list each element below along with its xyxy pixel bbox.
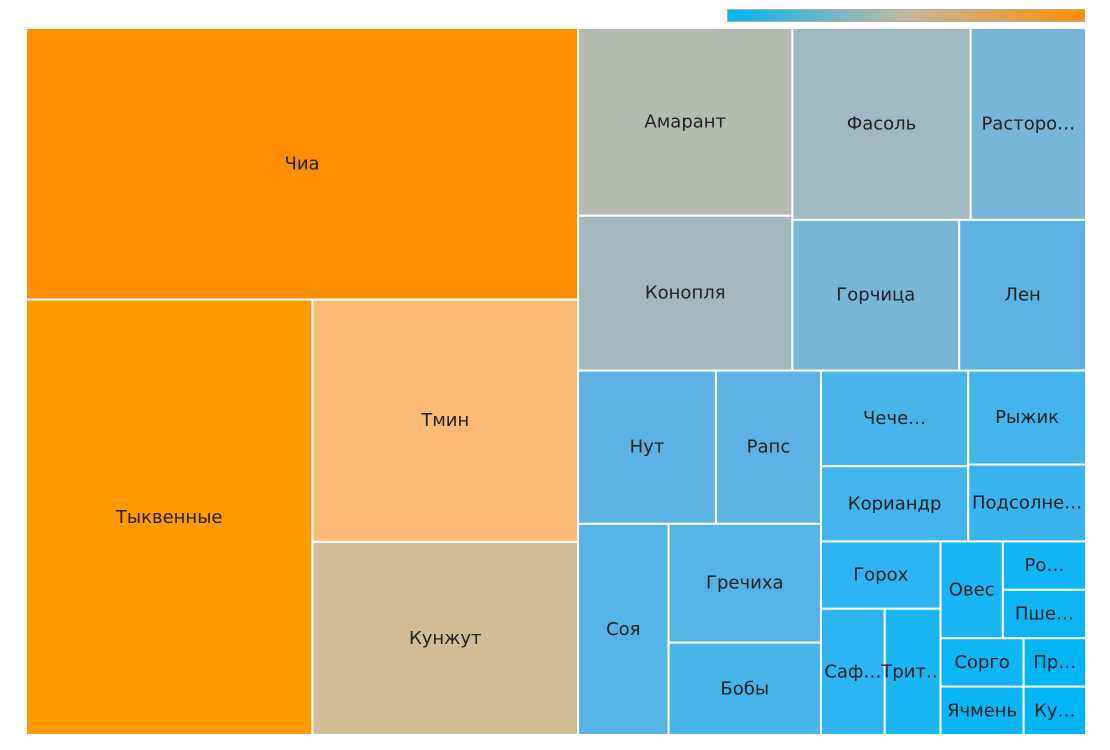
tile-label: Ро… (1024, 555, 1064, 576)
tile-label: Сорго (954, 652, 1009, 673)
tile-rect (311, 540, 580, 736)
treemap-tile: Бобы (667, 641, 822, 737)
tile-rect (958, 218, 1088, 372)
tile-label: Подсолне… (972, 492, 1082, 513)
treemap-tile: Сорго (939, 637, 1025, 688)
treemap-tile: Горчица (791, 218, 961, 372)
tile-rect (714, 369, 822, 525)
treemap-tile: Тыквенные (25, 298, 314, 736)
tile-rect (939, 637, 1025, 688)
tile-label: Кунжут (409, 628, 482, 649)
treemap-tile: Ячмень (939, 685, 1025, 737)
treemap-tile: Расторо… (969, 27, 1088, 221)
treemap-tile: Пр… (1022, 637, 1088, 688)
tile-label: Расторо… (981, 113, 1075, 134)
tile-label: Рыжик (995, 407, 1059, 428)
tile-label: Ячмень (947, 700, 1017, 721)
tile-rect (1022, 685, 1088, 737)
tile-rect (667, 522, 822, 644)
treemap-tile: Лен (958, 218, 1088, 372)
treemap-tile: Кунжут (311, 540, 580, 736)
tile-label: Горчица (836, 285, 915, 306)
tile-label: Лен (1004, 285, 1040, 306)
tile-label: Пше… (1015, 604, 1074, 625)
treemap-tile: Конопля (577, 214, 794, 372)
tile-rect (939, 540, 1004, 640)
tile-rect (791, 27, 972, 221)
tile-label: Трит… (880, 661, 944, 682)
tile-label: Бобы (720, 678, 769, 699)
tile-label: Пр… (1033, 652, 1076, 673)
tile-label: Горох (853, 565, 908, 586)
treemap-tile: Трит… (880, 607, 944, 736)
tile-rect (819, 607, 886, 736)
tile-label: Чече… (863, 408, 926, 429)
treemap-tile: Ку… (1022, 685, 1088, 737)
tile-label: Кориандр (848, 493, 942, 514)
tile-label: Чиа (284, 153, 319, 174)
treemap-tile: Чиа (25, 27, 580, 301)
treemap-tile: Овес (939, 540, 1004, 640)
tile-label: Фасоль (847, 113, 917, 134)
tile-rect (1001, 588, 1088, 640)
treemap-tile: Рапс (714, 369, 822, 525)
tile-rect (967, 369, 1087, 466)
tile-label: Саф… (824, 661, 881, 682)
tile-label: Конопля (645, 283, 726, 304)
tile-label: Ку… (1034, 700, 1075, 721)
color-scale-bar (727, 9, 1085, 22)
tile-rect (967, 463, 1087, 543)
treemap-tile: Тмин (311, 298, 580, 543)
tile-rect (819, 465, 970, 543)
treemap-tile: Подсолне… (967, 463, 1087, 543)
treemap-tile: Амарант (577, 27, 794, 217)
tile-label: Соя (606, 619, 640, 640)
treemap-tile: Чече… (819, 369, 970, 468)
tile-label: Овес (949, 579, 995, 600)
treemap-tile: Саф… (819, 607, 886, 736)
tile-label: Нут (630, 437, 665, 458)
treemap-tile: Фасоль (791, 27, 972, 221)
tile-label: Амарант (644, 111, 726, 132)
tile-rect (1022, 637, 1088, 688)
tile-rect (25, 298, 314, 736)
tile-rect (667, 641, 822, 737)
treemap-tile: Нут (577, 369, 717, 525)
tile-rect (577, 522, 670, 736)
treemap-tile: Соя (577, 522, 670, 736)
tile-label: Тмин (420, 410, 469, 431)
treemap-tile: Пше… (1001, 588, 1088, 640)
treemap-tile: Рыжик (967, 369, 1087, 466)
tile-rect (819, 369, 970, 468)
tile-label: Рапс (747, 437, 791, 458)
tile-rect (1001, 540, 1088, 591)
tile-rect (791, 218, 961, 372)
treemap-tile: Гречиха (667, 522, 822, 644)
treemap-tile: Горох (819, 540, 942, 610)
tile-label: Гречиха (706, 573, 784, 594)
treemap-tile: Кориандр (819, 465, 970, 543)
tile-label: Тыквенные (115, 507, 223, 528)
tile-rect (25, 27, 580, 301)
tile-rect (883, 607, 942, 736)
tile-rect (969, 27, 1088, 221)
tile-rect (311, 298, 580, 543)
treemap-tile: Ро… (1001, 540, 1088, 591)
